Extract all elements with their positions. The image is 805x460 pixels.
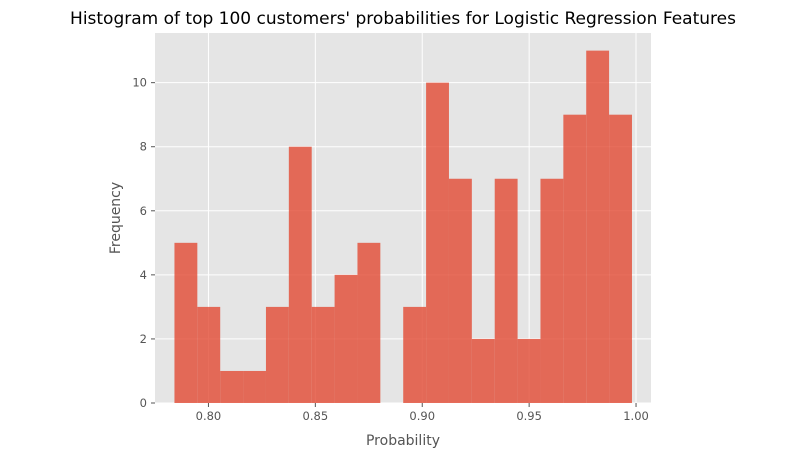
histogram-bars <box>174 50 632 404</box>
histogram-bar <box>265 306 289 403</box>
histogram-bar <box>586 50 610 403</box>
x-axis-label: Probability <box>366 433 440 449</box>
y-tick-label: 0 <box>140 396 147 410</box>
y-tick-label: 10 <box>132 76 147 90</box>
histogram-bar <box>197 306 221 403</box>
histogram-bar <box>243 370 266 403</box>
x-tick-label: 1.00 <box>623 409 649 423</box>
x-tick-label: 0.85 <box>303 409 329 423</box>
histogram-bar <box>311 306 335 403</box>
y-axis-ticks: 0 2 4 6 8 10 <box>132 76 155 410</box>
x-tick-label: 0.90 <box>409 409 435 423</box>
histogram-bar <box>357 242 381 403</box>
x-tick-label: 0.80 <box>196 409 222 423</box>
x-axis-ticks: 0.80 0.85 0.90 0.95 1.00 <box>196 403 649 423</box>
y-tick-label: 6 <box>140 204 147 218</box>
histogram-bar <box>448 178 472 403</box>
histogram-bar <box>426 82 449 403</box>
histogram-bar <box>288 146 312 403</box>
histogram-bar <box>609 114 632 404</box>
histogram-bar <box>220 370 244 403</box>
y-axis-label: Frequency <box>108 182 124 254</box>
histogram-bar <box>471 338 495 403</box>
y-tick-label: 8 <box>140 140 147 154</box>
y-tick-label: 4 <box>140 268 147 282</box>
histogram-bar <box>563 114 587 404</box>
chart-title: Histogram of top 100 customers' probabil… <box>70 9 736 29</box>
x-tick-label: 0.95 <box>516 409 542 423</box>
histogram-bar <box>334 274 358 403</box>
y-tick-label: 2 <box>140 332 147 346</box>
histogram-bar <box>403 306 427 403</box>
histogram-bar <box>540 178 564 403</box>
histogram-bar <box>174 242 198 403</box>
histogram-bar <box>517 338 541 403</box>
histogram-bar <box>494 178 518 403</box>
